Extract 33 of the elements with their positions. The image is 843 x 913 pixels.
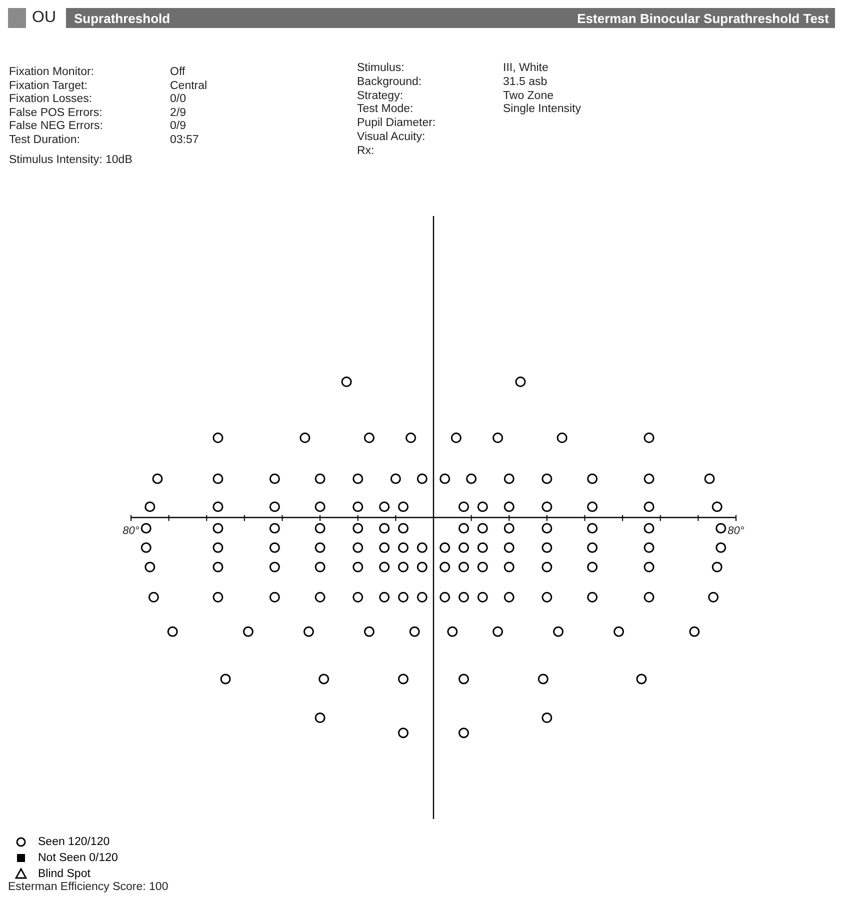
text: 31.5 asb [503, 76, 548, 88]
text: Rx: [357, 145, 374, 157]
legend-label: Not Seen 0/120 [38, 852, 118, 864]
x-tick-label: 80° [122, 525, 140, 537]
text: 2/9 [170, 107, 186, 119]
text: Stimulus: [357, 62, 404, 74]
text: False POS Errors: [9, 107, 102, 119]
text: Test Mode: [357, 103, 414, 115]
legend-label: Seen 120/120 [38, 836, 110, 848]
chart-subtitle: Suprathreshold [74, 11, 170, 26]
text: 0/0 [170, 93, 186, 105]
text: Pupil Diameter: [357, 117, 436, 129]
text: Test Duration: [9, 134, 80, 146]
text: 0/9 [170, 120, 186, 132]
text: Fixation Losses: [9, 93, 92, 105]
text: Fixation Monitor: [9, 66, 94, 78]
x-tick-label: 80° [728, 525, 745, 537]
text: Stimulus Intensity: 10dB [9, 154, 132, 166]
text: Strategy: [357, 90, 404, 102]
text: False NEG Errors: [9, 120, 103, 132]
text: Off [170, 66, 186, 78]
text: Visual Acuity: [357, 131, 426, 143]
text: Two Zone [503, 90, 554, 102]
text: III, White [503, 62, 548, 74]
chart-title: Esterman Binocular Suprathreshold Test [577, 11, 829, 26]
text: OU [32, 9, 56, 27]
text: Central [170, 80, 208, 92]
text: 03:57 [170, 134, 199, 146]
text: Fixation Target: [9, 80, 88, 92]
text: Background: [357, 76, 422, 88]
text: Single Intensity [503, 103, 581, 115]
text: Esterman Efficiency Score: 100 [8, 881, 168, 893]
legend-label: Blind Spot [38, 868, 90, 880]
